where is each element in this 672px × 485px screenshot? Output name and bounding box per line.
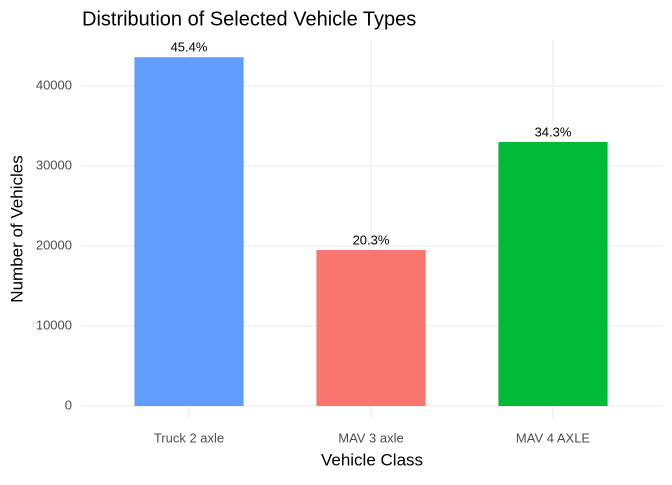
y-tick-label: 0 [65, 397, 72, 412]
x-tick-label: MAV 3 axle [338, 430, 404, 445]
chart-title: Distribution of Selected Vehicle Types [82, 8, 416, 30]
bar [498, 142, 608, 406]
x-tick-label: MAV 4 AXLE [516, 430, 591, 445]
data-label: 34.3% [535, 124, 572, 139]
data-label: 45.4% [171, 40, 208, 55]
y-axis-label: Number of Vehicles [7, 155, 26, 302]
x-axis-label: Vehicle Class [321, 450, 423, 469]
x-tick-label: Truck 2 axle [154, 430, 224, 445]
y-tick-label: 30000 [36, 157, 72, 172]
data-label: 20.3% [353, 232, 390, 247]
y-tick-label: 10000 [36, 317, 72, 332]
y-tick-label: 40000 [36, 77, 72, 92]
bar [134, 57, 244, 406]
y-tick-label: 20000 [36, 237, 72, 252]
bar [316, 250, 426, 406]
